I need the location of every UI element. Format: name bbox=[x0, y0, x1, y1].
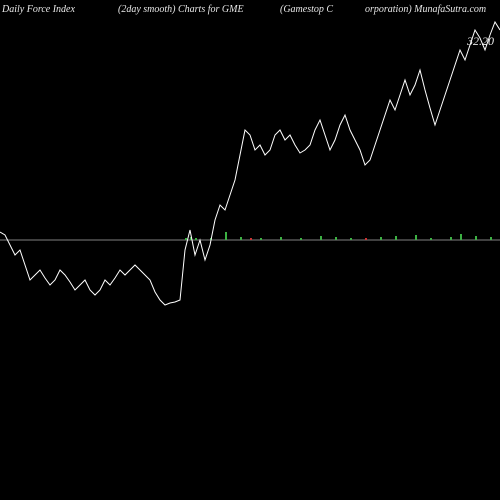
volume-bar bbox=[300, 238, 302, 240]
volume-bar bbox=[225, 232, 227, 240]
volume-bar bbox=[475, 236, 477, 240]
volume-bar bbox=[415, 235, 417, 240]
volume-bar bbox=[395, 236, 397, 240]
volume-bar bbox=[185, 238, 187, 240]
volume-bar bbox=[195, 238, 197, 240]
volume-bar bbox=[335, 237, 337, 240]
price-line bbox=[0, 22, 500, 305]
volume-bar bbox=[460, 234, 462, 240]
volume-bar bbox=[380, 237, 382, 240]
volume-bar bbox=[350, 238, 352, 240]
volume-bar bbox=[280, 237, 282, 240]
volume-bar bbox=[365, 238, 367, 240]
volume-bar bbox=[250, 238, 252, 240]
volume-bar bbox=[430, 238, 432, 240]
volume-bar bbox=[450, 237, 452, 240]
volume-bar bbox=[260, 238, 262, 240]
force-index-chart bbox=[0, 0, 500, 500]
volume-bar bbox=[490, 237, 492, 240]
volume-bar bbox=[320, 236, 322, 240]
volume-bar bbox=[240, 237, 242, 240]
